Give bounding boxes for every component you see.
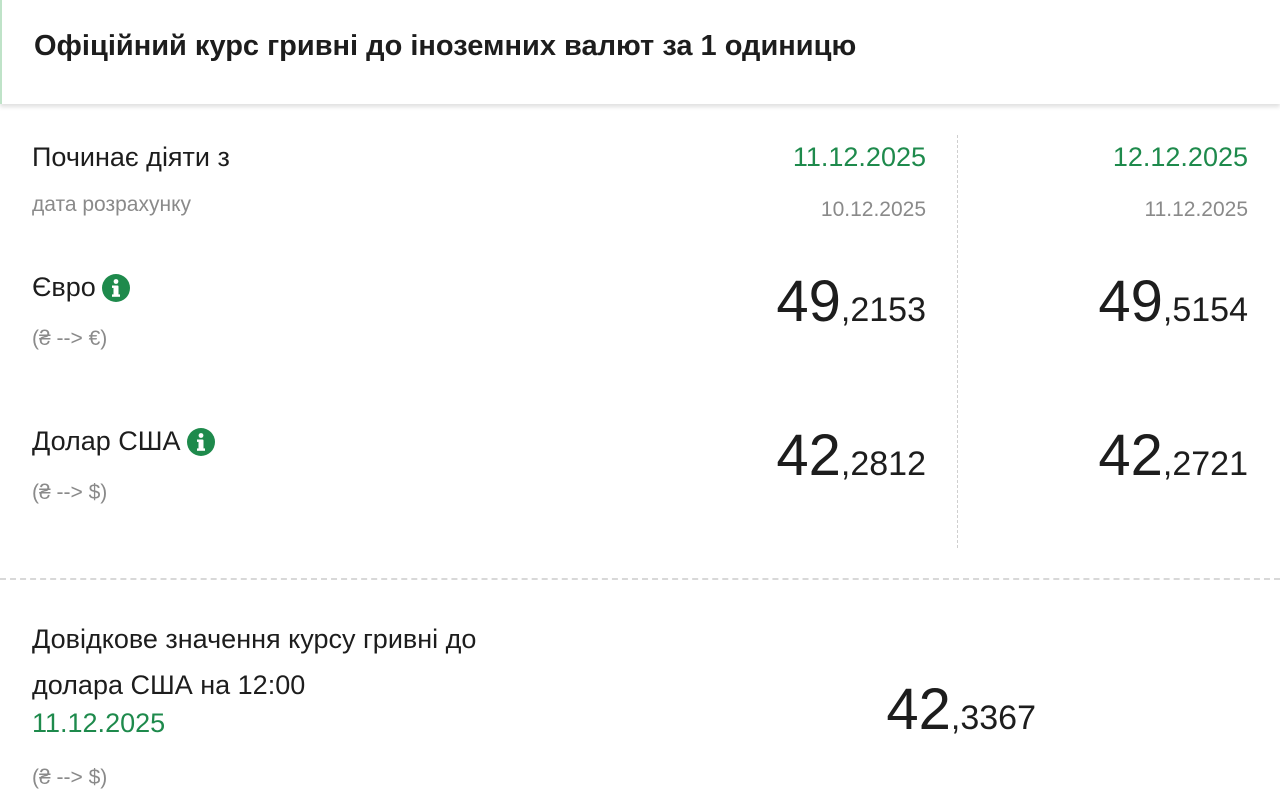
rate-whole: 42 bbox=[886, 677, 951, 742]
effective-date: 12.12.2025 bbox=[1112, 142, 1248, 172]
currency-label: Євро bbox=[32, 272, 96, 302]
start-label: Починає діяти з bbox=[32, 142, 230, 172]
direction: (₴ --> $) bbox=[32, 481, 108, 504]
info-icon[interactable] bbox=[186, 428, 215, 456]
reference-label: Довідкове значення курсу гривні до долар… bbox=[32, 624, 477, 700]
section-divider bbox=[0, 578, 1280, 580]
header: Офіційний курс гривні до іноземних валют… bbox=[0, 0, 1280, 104]
reference-direction: (₴ --> $) bbox=[32, 766, 108, 789]
rate-fraction: ,2721 bbox=[1162, 445, 1248, 483]
rate-whole: 49 bbox=[776, 269, 841, 334]
title: Офіційний курс гривні до іноземних валют… bbox=[34, 30, 857, 62]
reference-date: 11.12.2025 bbox=[32, 708, 166, 738]
calc-label: дата розрахунку bbox=[32, 193, 191, 216]
rate-whole: 49 bbox=[1098, 269, 1163, 334]
rate-fraction: ,2812 bbox=[840, 445, 926, 483]
rate: 42,2812 bbox=[776, 422, 926, 489]
rate-whole: 42 bbox=[776, 423, 841, 488]
rate-fraction: ,3367 bbox=[950, 699, 1036, 737]
reference-rate: 42,3367 bbox=[886, 676, 1036, 743]
column-divider bbox=[957, 135, 958, 548]
calc-date: 11.12.2025 bbox=[1144, 198, 1248, 221]
rate-fraction: ,5154 bbox=[1162, 291, 1248, 329]
currency-label: Долар США bbox=[32, 426, 181, 456]
rate-whole: 42 bbox=[1098, 423, 1163, 488]
info-icon[interactable] bbox=[101, 274, 130, 302]
rate: 49,5154 bbox=[1098, 268, 1248, 335]
calc-date: 10.12.2025 bbox=[820, 198, 926, 221]
rate-fraction: ,2153 bbox=[840, 291, 926, 329]
rate: 42,2721 bbox=[1098, 422, 1248, 489]
rate: 49,2153 bbox=[776, 268, 926, 335]
effective-date: 11.12.2025 bbox=[792, 142, 926, 172]
direction: (₴ --> €) bbox=[32, 327, 108, 350]
